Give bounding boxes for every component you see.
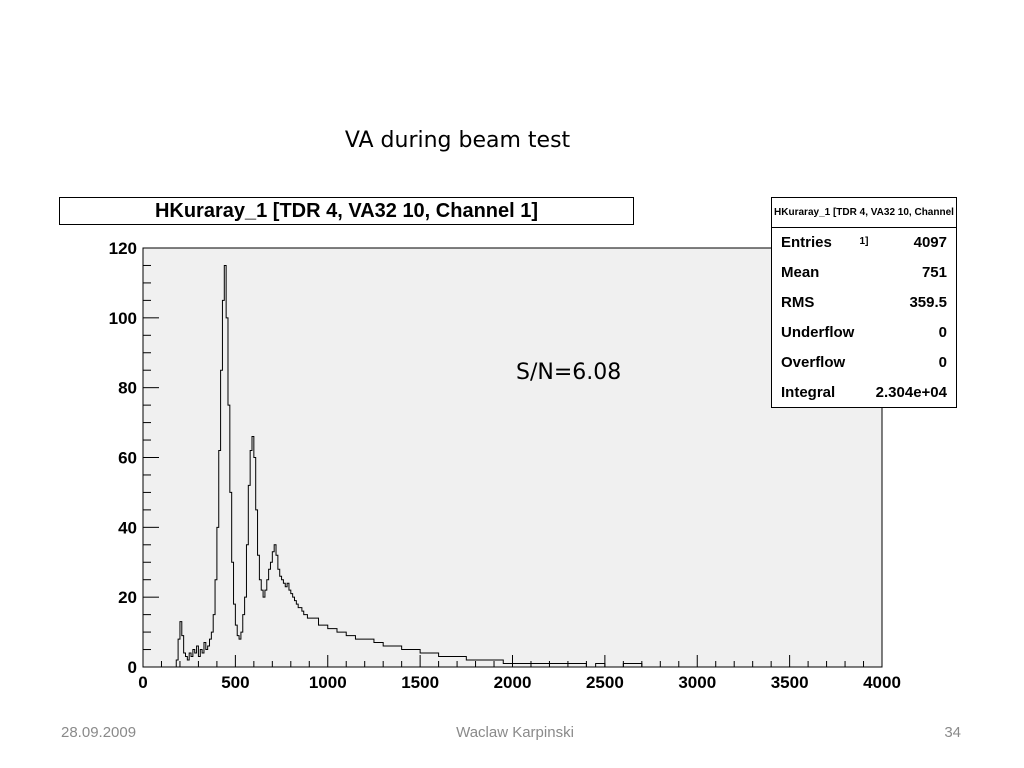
stats-value: 751 xyxy=(921,264,947,281)
stats-value: 0 xyxy=(938,324,947,341)
x-tick-label: 1500 xyxy=(401,673,439,692)
stats-value: 4097 xyxy=(913,234,947,251)
histogram-title: HKuraray_1 [TDR 4, VA32 10, Channel 1] xyxy=(59,197,634,225)
y-tick-label: 100 xyxy=(109,309,137,328)
x-tick-label: 3500 xyxy=(771,673,809,692)
stats-title: HKuraray_1 [TDR 4, VA32 10, Channel 1] xyxy=(772,198,956,247)
stats-label: Overflow xyxy=(781,354,846,371)
stats-value: 0 xyxy=(938,354,947,371)
stats-row-mean: Mean 751 xyxy=(772,258,956,288)
plot-frame xyxy=(142,247,883,668)
y-tick-label: 20 xyxy=(118,588,137,607)
x-tick-label: 2500 xyxy=(586,673,624,692)
y-tick-label: 60 xyxy=(118,449,137,468)
snr-annotation: S/N=6.08 xyxy=(516,360,622,385)
footer-author: Waclaw Karpinski xyxy=(456,724,574,741)
x-axis-ticks: 0 500 1000 1500 2000 2500 3000 3500 4000 xyxy=(138,655,901,692)
x-tick-label: 1000 xyxy=(309,673,347,692)
x-tick-label: 2000 xyxy=(494,673,532,692)
stats-box: HKuraray_1 [TDR 4, VA32 10, Channel 1] E… xyxy=(771,197,957,408)
stats-label: RMS xyxy=(781,294,815,311)
y-tick-label: 40 xyxy=(118,518,137,537)
stats-label: Mean xyxy=(781,264,820,281)
stats-row-overflow: Overflow 0 xyxy=(772,348,956,378)
slide-title: VA during beam test xyxy=(344,128,571,153)
stats-label: Underflow xyxy=(781,324,855,341)
x-tick-label: 3000 xyxy=(678,673,716,692)
footer-date: 28.09.2009 xyxy=(61,724,137,741)
stats-row-rms: RMS 359.5 xyxy=(772,288,956,318)
stats-row-integral: Integral 2.304e+04 xyxy=(772,378,956,408)
footer-page-number: 34 xyxy=(944,724,961,741)
x-tick-label: 500 xyxy=(221,673,249,692)
stats-value: 2.304e+04 xyxy=(875,384,947,401)
x-tick-label: 0 xyxy=(138,673,147,692)
histogram-series xyxy=(175,264,644,668)
y-tick-label: 80 xyxy=(118,379,137,398)
stats-label: Entries xyxy=(781,234,832,251)
y-axis-ticks: 0 20 40 60 80 100 120 xyxy=(109,239,159,677)
x-tick-label: 4000 xyxy=(863,673,901,692)
y-tick-label: 120 xyxy=(109,239,137,258)
stats-value: 359.5 xyxy=(909,294,947,311)
stats-row-entries: Entries 4097 xyxy=(772,228,956,258)
stats-label: Integral xyxy=(781,384,836,401)
stats-row-underflow: Underflow 0 xyxy=(772,318,956,348)
y-tick-label: 0 xyxy=(128,658,137,677)
